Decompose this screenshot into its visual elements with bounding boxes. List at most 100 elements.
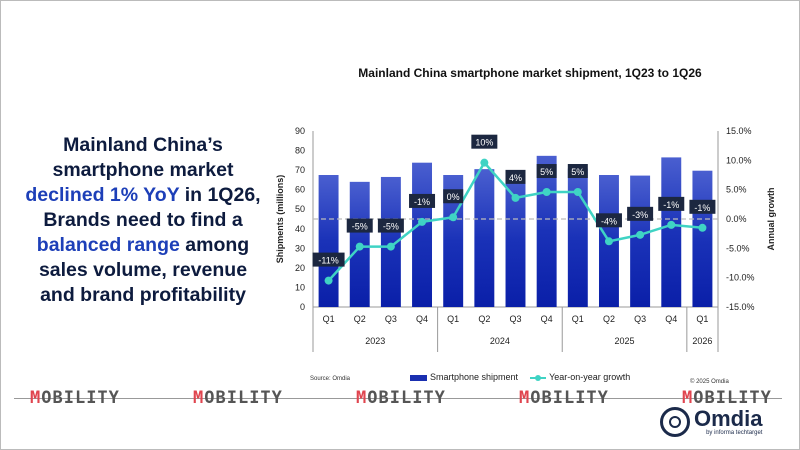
bar xyxy=(474,169,495,307)
line-swatch xyxy=(530,374,547,381)
y-tick-label: 50 xyxy=(295,204,305,214)
mobility-logo: MOBILITY xyxy=(356,388,446,408)
data-label-bg xyxy=(536,164,557,179)
y-tick-label: 80 xyxy=(295,146,305,156)
growth-point xyxy=(355,242,364,251)
x-tick-label: Q1 xyxy=(323,314,335,324)
data-label: -11% xyxy=(318,256,338,266)
legend: Smartphone shipment Year-on-year growth xyxy=(410,372,630,382)
bar xyxy=(412,162,433,307)
bar xyxy=(536,155,557,307)
x-tick-label: Q3 xyxy=(509,314,521,324)
headline-line: Mainland China’s xyxy=(63,134,223,156)
data-label: -1% xyxy=(663,200,679,210)
data-label-bg xyxy=(627,206,654,221)
y-tick-label: 60 xyxy=(295,185,305,195)
y-tick-label: 40 xyxy=(295,224,305,234)
data-label: -1% xyxy=(694,203,710,213)
data-label-bg xyxy=(377,218,404,233)
y-tick-label: 10 xyxy=(295,282,305,292)
data-label-bg xyxy=(471,134,498,149)
headline-line: balanced range among xyxy=(18,233,268,258)
y-tick-label: 20 xyxy=(295,263,305,273)
legend-label: Smartphone shipment xyxy=(430,372,519,382)
legend-item-shipment: Smartphone shipment xyxy=(410,372,518,382)
data-label: -4% xyxy=(601,216,617,226)
bar xyxy=(380,176,401,307)
growth-point xyxy=(604,237,613,246)
y2-tick-label: 15.0% xyxy=(726,126,752,136)
growth-point xyxy=(542,188,551,197)
data-label: -5% xyxy=(352,222,368,232)
omdia-wordmark: Omdia xyxy=(694,406,763,431)
x-tick-label: Q2 xyxy=(478,314,490,324)
y2-axis-title: Annual growth xyxy=(766,188,776,251)
data-label: 4% xyxy=(509,173,522,183)
headline-highlight: balanced range xyxy=(36,234,180,256)
x-tick-label: Q2 xyxy=(354,314,366,324)
growth-point xyxy=(511,193,520,202)
y2-tick-label: -15.0% xyxy=(726,302,755,312)
x-tick-label: Q3 xyxy=(634,314,646,324)
data-label: -5% xyxy=(383,222,399,232)
growth-point xyxy=(386,242,395,251)
bar xyxy=(630,175,651,307)
year-label: 2026 xyxy=(692,336,712,346)
mobility-logo: MOBILITY xyxy=(30,388,120,408)
y2-tick-label: 5.0% xyxy=(726,185,747,195)
bar xyxy=(661,157,682,307)
bar xyxy=(505,172,526,307)
growth-point xyxy=(324,276,333,285)
headline-text: among xyxy=(179,234,250,256)
y-tick-label: 0 xyxy=(300,302,305,312)
y2-tick-label: -5.0% xyxy=(726,243,750,253)
y2-tick-label: -10.0% xyxy=(726,273,755,283)
data-label-bg xyxy=(595,213,622,228)
headline-line: declined 1% YoY in 1Q26, xyxy=(18,183,268,208)
growth-point xyxy=(418,217,427,226)
data-label: -3% xyxy=(632,210,648,220)
x-tick-label: Q1 xyxy=(447,314,459,324)
data-label: 5% xyxy=(571,167,584,177)
bar xyxy=(318,175,339,307)
data-label: 0% xyxy=(447,192,460,202)
data-label-bg xyxy=(312,252,345,267)
growth-point xyxy=(698,223,707,232)
mobility-logo: MOBILITY xyxy=(682,388,772,408)
omdia-subtitle: by informa techtarget xyxy=(706,430,763,436)
copyright: © 2025 Omdia xyxy=(690,379,729,385)
x-tick-label: Q1 xyxy=(696,314,708,324)
headline-line: smartphone market xyxy=(52,159,234,181)
year-label: 2025 xyxy=(615,336,635,346)
footer-rule xyxy=(14,398,782,399)
omdia-logo: Omdia by informa techtarget xyxy=(660,407,762,437)
legend-item-growth: Year-on-year growth xyxy=(530,372,630,382)
data-label-bg xyxy=(409,193,436,208)
data-label: 5% xyxy=(540,167,553,177)
data-label-bg xyxy=(346,218,373,233)
y-tick-label: 90 xyxy=(295,126,305,136)
data-label: -1% xyxy=(414,197,430,207)
headline-line: and brand profitability xyxy=(40,284,246,306)
year-label: 2023 xyxy=(365,336,385,346)
y-axis-title: Shipments (millions) xyxy=(275,175,285,264)
data-label: 10% xyxy=(475,138,493,148)
bar-swatch xyxy=(410,374,427,381)
mobility-logo: MOBILITY xyxy=(193,388,283,408)
year-label: 2024 xyxy=(490,336,510,346)
data-label-bg xyxy=(567,164,588,179)
headline-line: Brands need to find a xyxy=(43,209,243,231)
x-tick-label: Q2 xyxy=(603,314,615,324)
data-label-bg xyxy=(658,196,685,211)
growth-point xyxy=(449,213,458,222)
headline: Mainland China’s smartphone market decli… xyxy=(18,133,268,308)
x-tick-label: Q4 xyxy=(665,314,677,324)
headline-highlight: declined 1% YoY xyxy=(25,184,180,206)
y-tick-label: 30 xyxy=(295,243,305,253)
data-label-bg xyxy=(689,199,716,214)
growth-point xyxy=(480,158,489,167)
legend-label: Year-on-year growth xyxy=(549,372,631,382)
y-tick-label: 70 xyxy=(295,165,305,175)
growth-point xyxy=(636,230,645,239)
